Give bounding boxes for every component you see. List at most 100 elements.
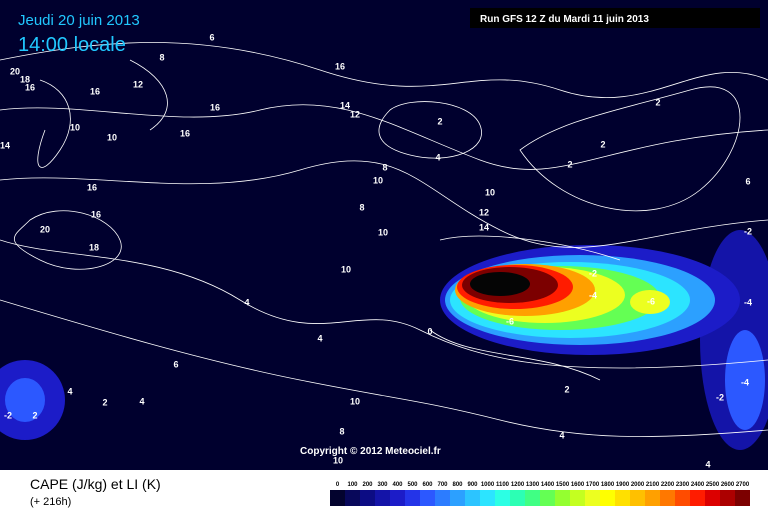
- color-swatch: [645, 490, 660, 506]
- scale-label: 400: [392, 482, 403, 488]
- color-swatch: [585, 490, 600, 506]
- color-swatch: [690, 490, 705, 506]
- contour-label: 2: [564, 384, 569, 394]
- contour-label: 6: [209, 32, 214, 42]
- contour-label: -6: [506, 316, 514, 326]
- contour-label: 6: [173, 359, 178, 369]
- color-swatch: [420, 490, 435, 506]
- contour-label: 4: [139, 396, 144, 406]
- color-swatch: [480, 490, 495, 506]
- contour-label: 8: [359, 202, 364, 212]
- legend-title: CAPE (J/kg) et LI (K): [30, 476, 161, 492]
- contour-label: 16: [25, 82, 35, 92]
- scale-label: 200: [362, 482, 373, 488]
- contour-label: 10: [333, 455, 343, 465]
- contour-label: 18: [89, 242, 99, 252]
- color-swatch: [675, 490, 690, 506]
- contour-label: 8: [159, 52, 164, 62]
- scale-label: 600: [422, 482, 433, 488]
- contour-label: 2: [567, 159, 572, 169]
- cape-field: [0, 230, 768, 450]
- contour-label: 12: [350, 109, 360, 119]
- contour-label: 8: [339, 426, 344, 436]
- color-swatch: [660, 490, 675, 506]
- contour-label: 16: [87, 182, 97, 192]
- color-swatch: [570, 490, 585, 506]
- contour-label: 10: [378, 227, 388, 237]
- contour-label: 4: [317, 333, 322, 343]
- contour-label: 16: [180, 128, 190, 138]
- contour-label: 12: [133, 79, 143, 89]
- contour-label: 16: [210, 102, 220, 112]
- contour-label: 2: [102, 397, 107, 407]
- scale-label: 800: [452, 482, 463, 488]
- scale-label: 1000: [481, 482, 495, 488]
- contour-label: -4: [741, 377, 749, 387]
- color-swatch: [390, 490, 405, 506]
- date-text: Jeudi 20 juin 2013: [18, 12, 140, 29]
- color-swatch: [630, 490, 645, 506]
- scale-label: 0: [336, 482, 340, 488]
- contour-label: -2: [4, 410, 12, 420]
- contour-label: -2: [589, 268, 597, 278]
- contour-label: 10: [107, 132, 117, 142]
- contour-label: 4: [67, 386, 72, 396]
- contour-label: 10: [373, 175, 383, 185]
- contour-label: -4: [744, 297, 752, 307]
- color-swatch: [360, 490, 375, 506]
- scale-label: 1300: [526, 482, 540, 488]
- scale-label: 500: [407, 482, 418, 488]
- time-text: 14:00 locale: [18, 34, 126, 56]
- contour-label: 2: [32, 410, 37, 420]
- scale-label: 2700: [736, 482, 750, 488]
- contour-label: 2: [655, 97, 660, 107]
- contour-label: 20: [10, 66, 20, 76]
- run-box: [470, 8, 760, 28]
- scale-label: 1200: [511, 482, 525, 488]
- contour-label: 6: [745, 176, 750, 186]
- color-swatch: [405, 490, 420, 506]
- contour-label: 10: [341, 264, 351, 274]
- contour-label: 16: [90, 86, 100, 96]
- contour-label: 14: [0, 140, 10, 150]
- scale-label: 300: [377, 482, 388, 488]
- scale-label: 900: [467, 482, 478, 488]
- contour-label: 10: [350, 396, 360, 406]
- contour-label: 4: [244, 297, 249, 307]
- scale-label: 2600: [721, 482, 735, 488]
- scale-label: 2400: [691, 482, 705, 488]
- contour-label: -4: [589, 290, 597, 300]
- scale-label: 2200: [661, 482, 675, 488]
- scale-label: 700: [437, 482, 448, 488]
- contour-label: -6: [647, 296, 655, 306]
- contour-label: 0: [427, 326, 432, 336]
- color-swatch: [495, 490, 510, 506]
- color-swatch: [615, 490, 630, 506]
- scale-label: 1800: [601, 482, 615, 488]
- color-scale: 0 100 200 300 400 500 600 700 800 900 1000 1100 1200…: [330, 482, 750, 506]
- color-swatch: [375, 490, 390, 506]
- contour-label: 16: [335, 61, 345, 71]
- color-swatch: [450, 490, 465, 506]
- scale-label: 1700: [586, 482, 600, 488]
- run-text: Run GFS 12 Z du Mardi 11 juin 2013: [480, 14, 649, 25]
- color-swatch: [525, 490, 540, 506]
- contour-label: 8: [382, 162, 387, 172]
- contour-label: -2: [716, 392, 724, 402]
- color-swatch: [435, 490, 450, 506]
- scale-label: 1900: [616, 482, 630, 488]
- scale-label: 2300: [676, 482, 690, 488]
- contour-label: 20: [40, 224, 50, 234]
- contour-label: 10: [485, 187, 495, 197]
- contour-label: 4: [705, 459, 710, 469]
- legend-lead: (+ 216h): [30, 496, 71, 508]
- scale-label: 2100: [646, 482, 660, 488]
- contour-label: 16: [91, 209, 101, 219]
- isolines: [0, 42, 768, 437]
- contour-label: 10: [70, 122, 80, 132]
- map-background: [0, 0, 768, 470]
- copyright: Copyright © 2012 Meteociel.fr: [300, 446, 441, 457]
- color-swatch: [345, 490, 360, 506]
